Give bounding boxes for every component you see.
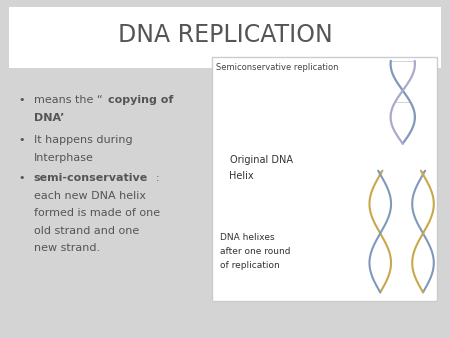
- Text: •: •: [18, 135, 24, 145]
- Text: new strand.: new strand.: [34, 243, 100, 254]
- Text: •: •: [18, 173, 24, 183]
- Text: DNA REPLICATION: DNA REPLICATION: [117, 23, 333, 48]
- Text: Semiconservative replication: Semiconservative replication: [216, 63, 338, 72]
- Text: each new DNA helix: each new DNA helix: [34, 191, 146, 201]
- Text: It happens during: It happens during: [34, 135, 132, 145]
- FancyBboxPatch shape: [212, 57, 436, 301]
- Text: formed is made of one: formed is made of one: [34, 208, 160, 218]
- Text: :: :: [156, 173, 160, 183]
- Text: old strand and one: old strand and one: [34, 226, 139, 236]
- Text: Interphase: Interphase: [34, 153, 94, 163]
- Text: means the “: means the “: [34, 95, 103, 105]
- Text: after one round: after one round: [220, 247, 291, 256]
- FancyBboxPatch shape: [9, 7, 441, 68]
- Text: DNA’: DNA’: [34, 113, 64, 123]
- Text: Helix: Helix: [230, 171, 254, 181]
- Text: semi-conservative: semi-conservative: [34, 173, 148, 183]
- Text: copying of: copying of: [108, 95, 173, 105]
- Text: •: •: [18, 95, 24, 105]
- Text: of replication: of replication: [220, 261, 280, 270]
- Text: DNA helixes: DNA helixes: [220, 233, 275, 242]
- Text: Original DNA: Original DNA: [230, 155, 292, 165]
